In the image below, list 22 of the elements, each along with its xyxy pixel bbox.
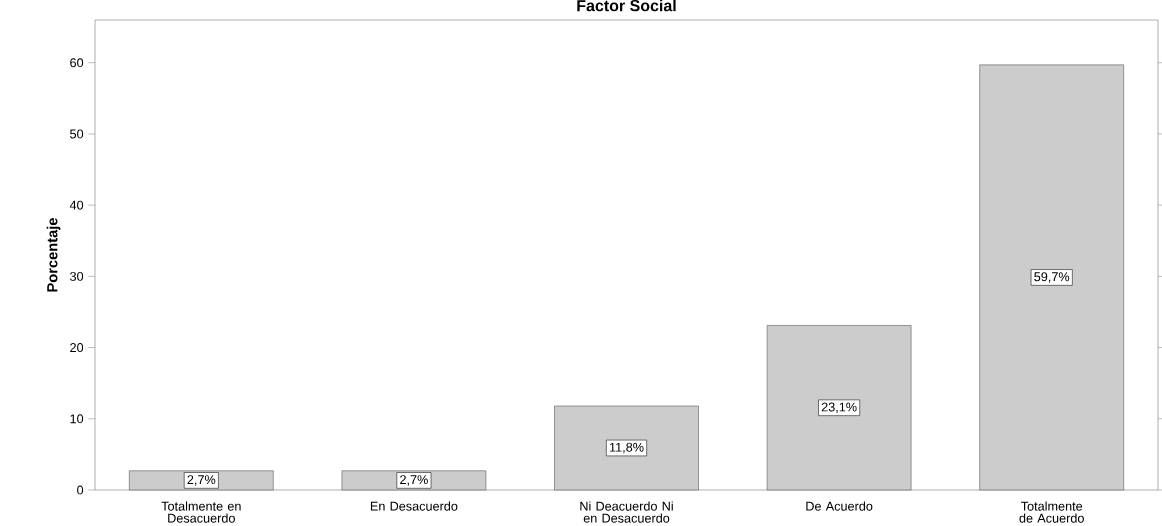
bar [979, 64, 1124, 491]
x-tick-label: Totalmente en Desacuerdo [161, 501, 241, 523]
data-label: 2,7% [187, 475, 216, 486]
data-label: 2,7% [400, 475, 428, 486]
y-tick-label: 50 [70, 129, 84, 139]
y-tick-label: 40 [69, 200, 84, 210]
y-axis-title: Porcentaje [46, 218, 61, 292]
bar [554, 405, 699, 491]
chart-title: Factor Social [577, 0, 676, 12]
x-tick-label: Ni Deacuerdo Ni en Desacuerdo [580, 501, 673, 523]
y-tick-label: 10 [70, 414, 84, 424]
y-tick-label: 0 [77, 485, 84, 495]
y-tick-label: 60 [70, 58, 84, 68]
x-tick-label: Totalmente de Acuerdo [1019, 501, 1084, 523]
data-label: 59,7% [1034, 272, 1070, 283]
y-tick-label: 20 [70, 343, 84, 353]
data-label: 11,8% [609, 442, 644, 454]
data-label: 23,1% [821, 402, 857, 413]
bar [766, 325, 912, 491]
y-tick-label: 30 [70, 271, 84, 281]
x-tick-label: En Desacuerdo [370, 501, 458, 511]
x-tick-label: De Acuerdo [806, 501, 873, 511]
